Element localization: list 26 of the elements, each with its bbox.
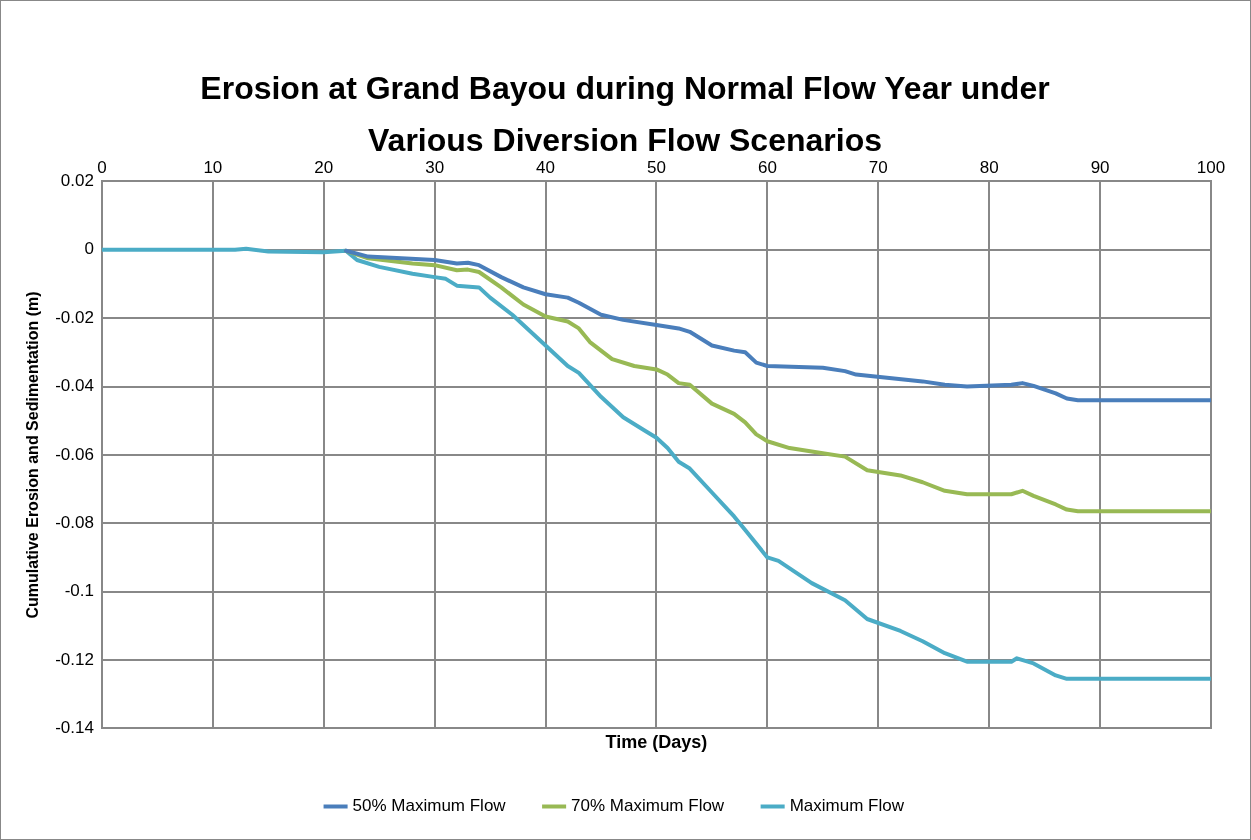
legend-label: 70% Maximum Flow [571,796,725,816]
y-tick-label: -0.06 [55,444,94,464]
x-tick-label: 10 [203,157,223,177]
y-tick-label: 0.02 [60,171,94,191]
legend-label: Maximum Flow [789,796,905,816]
x-tick-label: 80 [979,157,999,177]
y-tick-label: -0.12 [55,649,94,669]
x-tick-label: 0 [97,157,107,177]
x-tick-label: 20 [314,157,334,177]
x-tick-label: 90 [1090,157,1110,177]
y-tick-label: -0.14 [55,718,94,738]
y-axis-title: Cumulative Erosion and Sedimentation (m) [24,291,42,619]
y-tick-label: -0.04 [55,376,94,396]
chart-title: Erosion at Grand Bayou during Normal Flow Year under Various Diversion Flow Scenarios [200,70,1050,158]
y-tick-label: -0.02 [55,307,94,327]
y-tick-label: -0.1 [64,581,94,601]
x-tick-label: 70 [868,157,888,177]
x-axis-title: Time (Days) [605,732,708,753]
x-tick-label: 100 [1196,157,1226,177]
legend-label: 50% Maximum Flow [352,796,507,816]
y-tick-label: -0.08 [55,512,94,532]
x-tick-label: 60 [757,157,777,177]
x-tick-label: 40 [536,157,556,177]
x-tick-label: 30 [425,157,445,177]
x-tick-label: 50 [647,157,666,177]
y-tick-label: 0 [84,239,94,259]
